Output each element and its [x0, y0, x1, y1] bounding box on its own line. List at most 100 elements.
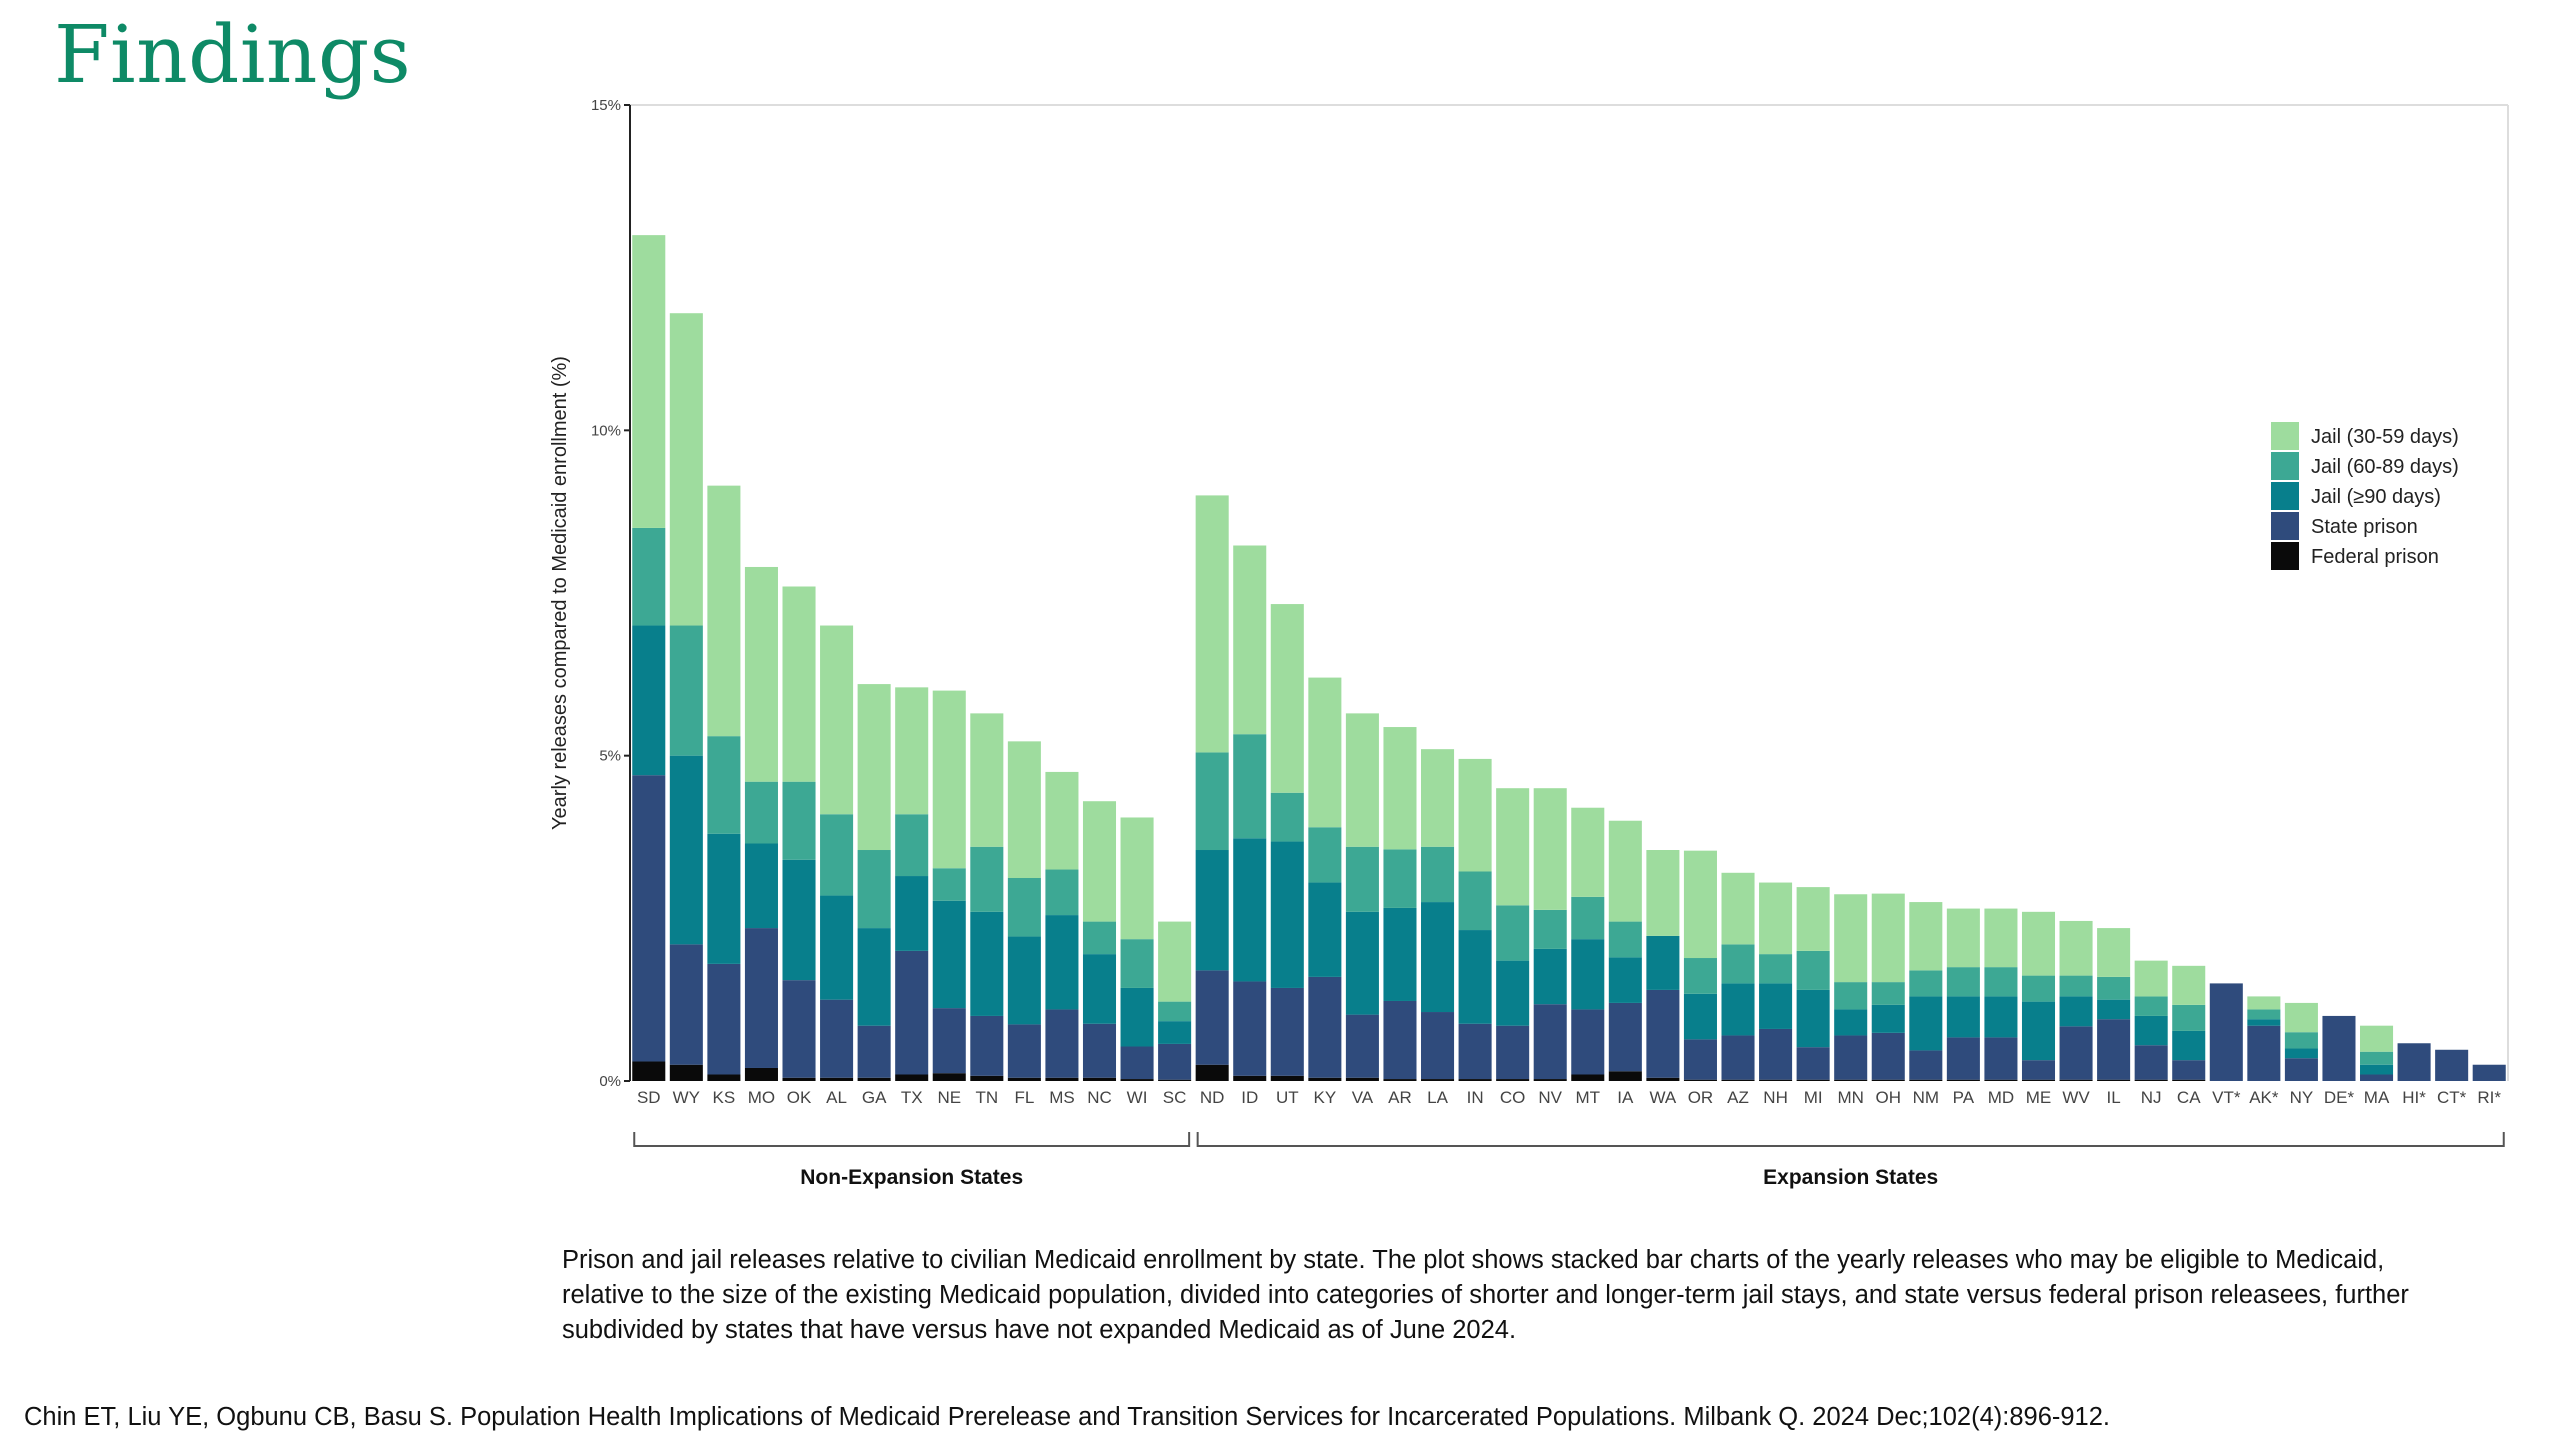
bar-segment	[1383, 907, 1417, 1001]
x-tick-label: WI	[1127, 1088, 1148, 1107]
bar-segment	[1383, 849, 1417, 908]
bar-segment	[1007, 936, 1041, 1025]
bar-segment	[1796, 950, 1830, 990]
bar-segment	[1345, 1077, 1379, 1081]
x-tick-label: ME	[2026, 1088, 2052, 1107]
bar-layer	[632, 235, 2506, 1081]
x-tick-label: NJ	[2141, 1088, 2162, 1107]
y-axis-label: Yearly releases compared to Medicaid enr…	[549, 356, 571, 830]
bar-segment	[782, 586, 816, 782]
bar-segment	[2360, 1025, 2394, 1052]
bar-segment	[707, 1074, 741, 1081]
bar-segment	[2134, 960, 2168, 997]
x-tick-label: NC	[1087, 1088, 1112, 1107]
y-tick-label: 0%	[599, 1073, 621, 1090]
axes-layer: SD WY KS MO OK AL GA TX NE TN FL MS NC WI SC ND ID UT KY VA…	[591, 97, 2509, 1107]
bar-segment	[1984, 1037, 2018, 1080]
bar-segment	[632, 235, 666, 528]
bar-segment	[1759, 983, 1793, 1029]
x-tick-label: MT	[1576, 1088, 1601, 1107]
bar-segment	[2172, 1079, 2206, 1081]
bar-segment	[1683, 1079, 1717, 1081]
x-tick-label: KY	[1314, 1088, 1337, 1107]
bar-segment	[1834, 982, 1868, 1010]
bar-segment	[2097, 976, 2131, 1000]
group-bracket	[633, 1132, 1191, 1147]
x-tick-label: FL	[1014, 1088, 1034, 1107]
bar-segment	[2247, 996, 2281, 1010]
bar-segment	[2021, 1001, 2056, 1061]
bar-segment	[1571, 939, 1605, 1010]
bar-segment	[1834, 1035, 1868, 1080]
bar-segment	[1082, 801, 1117, 922]
bar-segment	[1120, 817, 1154, 940]
x-tick-label: TX	[901, 1088, 923, 1107]
bar-segment	[1007, 877, 1041, 937]
bar-segment	[1120, 1046, 1154, 1080]
bar-segment	[1608, 1002, 1642, 1072]
bar-segment	[970, 713, 1004, 847]
bar-segment	[1721, 1035, 1755, 1080]
bar-segment	[1007, 741, 1041, 878]
bar-segment	[1233, 734, 1267, 839]
bar-segment	[1571, 896, 1605, 940]
bar-segment	[2172, 1004, 2206, 1031]
bar-segment	[1270, 841, 1304, 988]
bar-segment	[857, 928, 891, 1026]
x-tick-label: ID	[1241, 1088, 1258, 1107]
bar-segment	[1909, 970, 1943, 997]
bar-segment	[1421, 749, 1455, 847]
bar-segment	[1533, 909, 1567, 949]
bar-segment	[1158, 1001, 1192, 1022]
bar-segment	[1496, 1025, 1530, 1080]
bar-segment	[1082, 954, 1117, 1024]
bar-segment	[1834, 1079, 1868, 1081]
x-tick-label: ND	[1200, 1088, 1225, 1107]
bar-segment	[1683, 850, 1717, 959]
bar-segment	[1345, 846, 1379, 912]
bar-segment	[2021, 975, 2056, 1002]
bar-segment	[2134, 1015, 2168, 1046]
x-tick-label: MD	[1988, 1088, 2014, 1107]
bar-segment	[1195, 752, 1229, 851]
bar-segment	[820, 625, 854, 815]
bar-segment	[895, 876, 929, 951]
bar-segment	[744, 928, 778, 1068]
bar-segment	[1082, 1077, 1117, 1081]
x-tick-label: KS	[713, 1088, 736, 1107]
bar-segment	[669, 313, 703, 626]
bar-segment	[1195, 850, 1229, 971]
bar-segment	[1308, 1077, 1342, 1081]
x-tick-label: VT*	[2212, 1088, 2241, 1107]
x-tick-label: MN	[1837, 1088, 1863, 1107]
bar-segment	[669, 944, 703, 1065]
x-tick-label: TN	[975, 1088, 998, 1107]
bar-segment	[1421, 846, 1455, 903]
bar-segment	[632, 775, 666, 1062]
bar-segment	[1909, 996, 1943, 1051]
x-tick-label: MA	[2364, 1088, 2390, 1107]
x-tick-label: NY	[2290, 1088, 2314, 1107]
bar-segment	[632, 527, 666, 626]
x-tick-label: IN	[1467, 1088, 1484, 1107]
bar-segment	[1721, 872, 1755, 945]
x-tick-label: UT	[1276, 1088, 1299, 1107]
bar-segment	[744, 843, 778, 929]
bar-segment	[1120, 939, 1154, 988]
bar-segment	[1195, 495, 1229, 753]
bar-segment	[1533, 948, 1567, 1005]
legend-swatch	[2271, 422, 2299, 450]
bar-segment	[820, 999, 854, 1078]
x-tick-label: RI*	[2477, 1088, 2501, 1107]
bar-segment	[1345, 713, 1379, 847]
bar-segment	[782, 781, 816, 860]
bar-segment	[2097, 1079, 2131, 1081]
x-tick-label: NV	[1538, 1088, 1562, 1107]
bar-segment	[970, 911, 1004, 1016]
bar-segment	[2097, 1019, 2131, 1080]
bar-segment	[970, 1075, 1004, 1081]
bar-segment	[1233, 545, 1267, 735]
bar-segment	[1007, 1024, 1041, 1078]
bar-segment	[1233, 1075, 1267, 1081]
